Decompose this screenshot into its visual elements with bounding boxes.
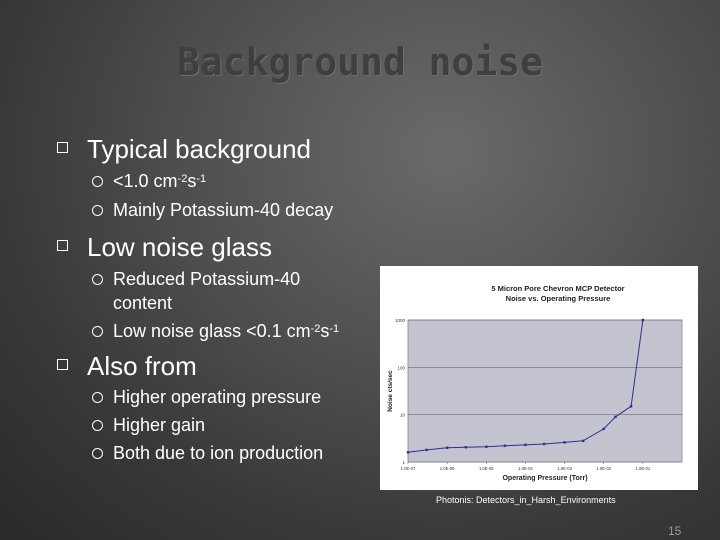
chart-subtitle: Noise vs. Operating Pressure <box>506 294 611 303</box>
y-tick-label: 100 <box>397 365 405 370</box>
square-bullet-icon <box>57 359 68 370</box>
x-tick-label: 1.0E-04 <box>518 466 533 471</box>
x-tick-label: 1.0E-05 <box>479 466 494 471</box>
data-point <box>485 445 488 448</box>
plot-area <box>407 319 683 463</box>
circle-bullet-icon <box>92 420 103 431</box>
circle-bullet-icon <box>92 274 103 285</box>
x-tick-label: 1.0E-01 <box>636 466 651 471</box>
y-axis-label: Noise cts/sec <box>387 370 394 412</box>
data-point <box>503 444 507 447</box>
data-point <box>524 443 527 447</box>
circle-bullet-icon <box>92 205 103 216</box>
y-tick-label: 1 <box>402 460 405 465</box>
x-tick-label: 1.0E-03 <box>557 466 572 471</box>
slide-title: Background noise <box>176 40 544 84</box>
series-line <box>407 319 644 453</box>
bullet-text: Typical background <box>87 134 312 164</box>
x-tick-label: 1.0E-02 <box>596 466 611 471</box>
sub-bullet-text: Low noise glass <0.1 cm-2s-1 <box>113 321 340 341</box>
y-tick-labels: 1000 100 10 1 <box>395 318 406 465</box>
data-point <box>445 446 449 449</box>
y-tick-label: 10 <box>400 413 406 418</box>
x-axis-label: Operating Pressure (Torr) <box>502 475 587 482</box>
sub-bullet-text: Both due to ion production <box>113 443 324 463</box>
data-point <box>563 441 566 444</box>
data-point <box>641 318 645 322</box>
series-points <box>406 318 645 454</box>
image-caption: Photonis: Detectors_in_Harsh_Environment… <box>436 495 616 505</box>
circle-bullet-icon <box>92 326 103 337</box>
page-number: 15 <box>668 524 682 538</box>
bullet-text: Low noise glass <box>87 232 272 262</box>
data-point <box>582 439 585 443</box>
x-tick-labels: 1.0E-07 1.0E-06 1.0E-05 1.0E-04 1.0E-03 1.0E-… <box>401 466 651 471</box>
sub-bullet-text: Mainly Potassium-40 decay <box>113 200 334 220</box>
y-tick-label: 1000 <box>395 318 406 323</box>
data-point <box>629 405 633 408</box>
data-point <box>464 446 468 449</box>
bullet-text: Also from <box>87 351 197 381</box>
data-point <box>406 451 410 454</box>
noise-chart: 5 Micron Pore Chevron MCP Detector Noise… <box>380 266 698 490</box>
square-bullet-icon <box>57 142 68 153</box>
circle-bullet-icon <box>92 448 103 459</box>
x-tick-label: 1.0E-06 <box>440 466 455 471</box>
data-point <box>614 415 617 419</box>
sub-bullet-text: Higher operating pressure <box>113 387 322 407</box>
sub-bullet-text: content <box>113 293 173 313</box>
sub-bullet-text: <1.0 cm-2s-1 <box>113 171 207 191</box>
square-bullet-icon <box>57 240 68 251</box>
sub-bullet-text: Higher gain <box>113 415 206 435</box>
data-point <box>542 442 546 446</box>
data-point <box>602 427 605 431</box>
circle-bullet-icon <box>92 392 103 403</box>
chart-svg: 5 Micron Pore Chevron MCP Detector Noise… <box>387 284 683 482</box>
x-tick-label: 1.0E-07 <box>401 466 416 471</box>
data-point <box>425 448 428 452</box>
sub-bullet-text: Reduced Potassium-40 <box>113 269 301 289</box>
circle-bullet-icon <box>92 176 103 187</box>
chart-title: 5 Micron Pore Chevron MCP Detector <box>491 284 624 293</box>
